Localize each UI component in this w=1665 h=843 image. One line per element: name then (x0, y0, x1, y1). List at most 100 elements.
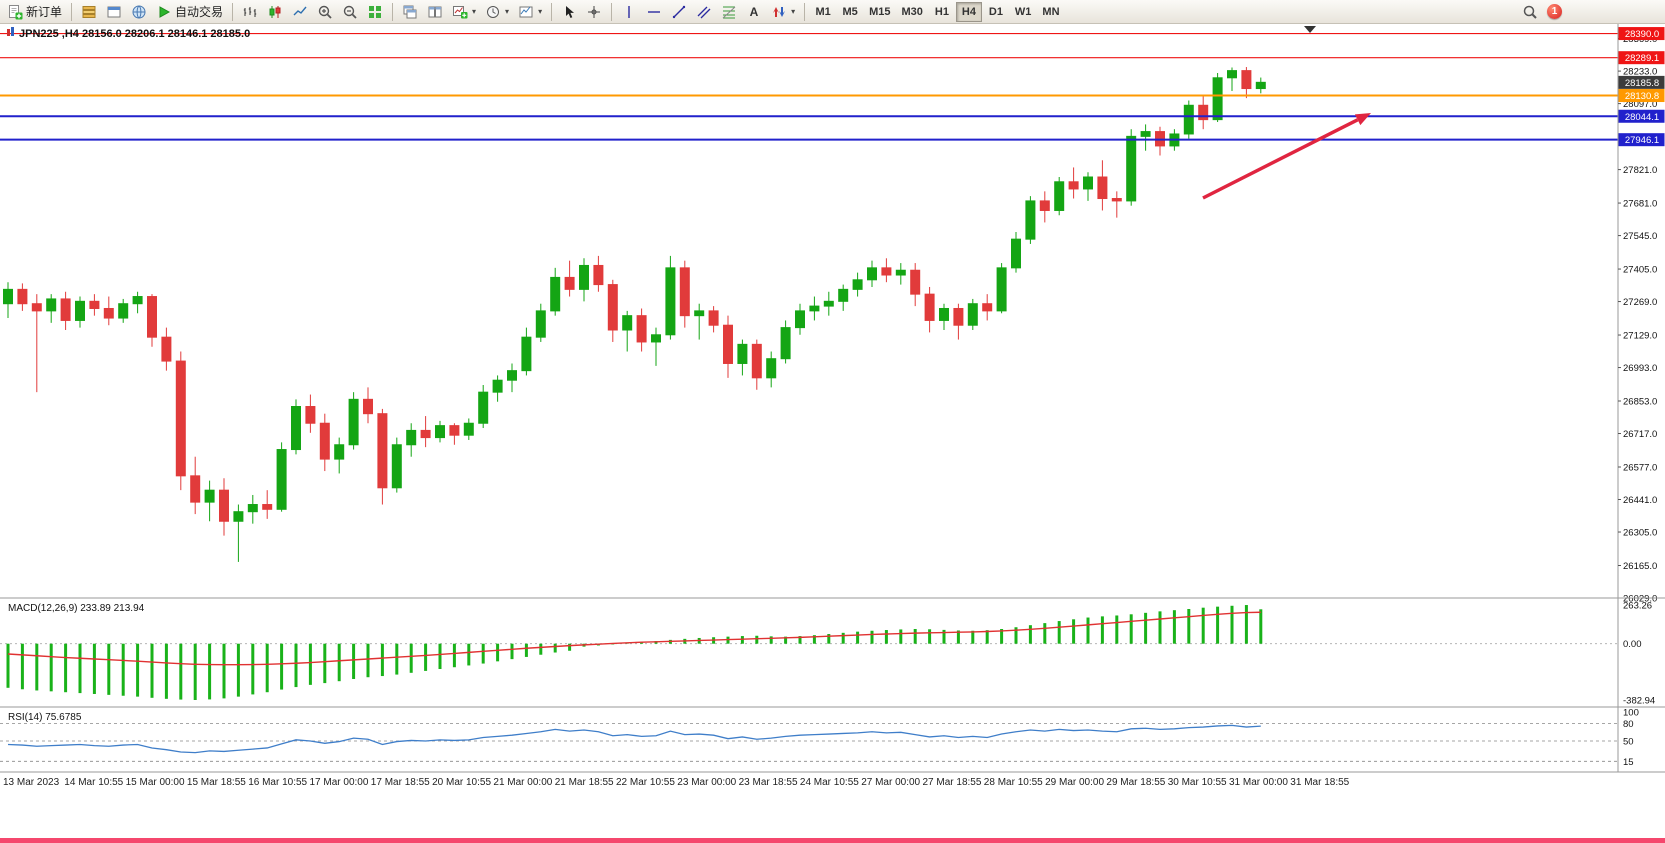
equidistant-channel-button[interactable] (692, 1, 716, 22)
zoom-in-icon (317, 4, 333, 20)
cascade-icon (402, 4, 418, 20)
auto-trading-label: 自动交易 (175, 5, 224, 19)
time-tick-label: 28 Mar 10:55 (984, 777, 1043, 788)
annotations-layer (1202, 26, 1371, 200)
time-tick-label: 29 Mar 18:55 (1106, 777, 1165, 788)
new-order-label: 新订单 (26, 5, 63, 19)
time-tick-label: 31 Mar 18:55 (1290, 777, 1349, 788)
price-badge-value: 28289.1 (1625, 53, 1659, 64)
chevron-down-icon[interactable]: ▾ (505, 7, 510, 16)
globe-icon (131, 4, 147, 20)
time-tick-label: 15 Mar 18:55 (187, 777, 246, 788)
time-axis[interactable]: 13 Mar 2023 14 Mar 10:55 15 Mar 00:00 15 Ma… (3, 777, 1350, 788)
price-badge-value: 28185.8 (1625, 78, 1659, 89)
time-tick-label: 16 Mar 10:55 (248, 777, 307, 788)
chevron-down-icon[interactable]: ▾ (472, 7, 477, 16)
time-tick-label: 23 Mar 00:00 (677, 777, 736, 788)
grid-green-icon (367, 4, 383, 20)
navigator-button[interactable] (127, 1, 151, 22)
rsi-axis-label: 15 (1623, 757, 1634, 768)
time-tick-label: 24 Mar 10:55 (800, 777, 859, 788)
time-tick-label: 21 Mar 18:55 (555, 777, 614, 788)
time-tick-label: 17 Mar 00:00 (310, 777, 369, 788)
chart-area[interactable]: JPN225 ,H4 28156.0 28206.1 28146.1 28185… (0, 24, 1665, 838)
price-tick-label: 27129.0 (1623, 331, 1657, 342)
timeframe-h1[interactable]: H1 (929, 2, 955, 22)
macd-panel: MACD(12,26,9) 233.89 213.94 263.26 0.00 -38… (0, 601, 1655, 707)
price-tick-label: 26993.0 (1623, 363, 1657, 374)
price-tick-label: 26165.0 (1623, 561, 1657, 572)
price-tick-label: 26717.0 (1623, 429, 1657, 440)
window-bottom-edge (0, 838, 1665, 843)
toolbar-separator (551, 2, 553, 21)
timeframe-m1[interactable]: M1 (810, 2, 836, 22)
price-badge: 28390.0 (1618, 27, 1665, 41)
time-tick-label: 15 Mar 00:00 (126, 777, 185, 788)
timeframe-d1[interactable]: D1 (983, 2, 1009, 22)
symbol-ohlc-title: JPN225 ,H4 28156.0 28206.1 28146.1 28185… (19, 28, 250, 40)
doc-new-icon (7, 4, 23, 20)
price-tick-label: 27681.0 (1623, 199, 1657, 210)
stack-gold-icon (81, 4, 97, 20)
price-tick-label: 28097.0 (1623, 99, 1657, 110)
macd-label: MACD(12,26,9) 233.89 213.94 (8, 603, 145, 614)
price-tick-label: 27269.0 (1623, 297, 1657, 308)
rsi-axis-label: 80 (1623, 719, 1634, 730)
chevron-down-icon[interactable]: ▾ (791, 7, 796, 16)
price-axis[interactable]: 28369.028233.028097.027821.027681.027545… (1617, 24, 1665, 772)
time-tick-label: 27 Mar 00:00 (861, 777, 920, 788)
time-tick-label: 29 Mar 00:00 (1045, 777, 1104, 788)
time-tick-label: 23 Mar 18:55 (739, 777, 798, 788)
arrows-tool-button[interactable]: ▾ (767, 1, 799, 22)
timeframe-m5[interactable]: M5 (837, 2, 863, 22)
timeframe-w1[interactable]: W1 (1010, 2, 1037, 22)
market-watch-button[interactable] (77, 1, 101, 22)
timeframe-m30[interactable]: M30 (897, 2, 928, 22)
timeframe-h4[interactable]: H4 (955, 1, 982, 22)
new-order-button[interactable]: 新订单 (3, 1, 66, 22)
horizontal-lines-layer (0, 32, 1618, 141)
price-badge-value: 28130.8 (1625, 91, 1659, 102)
macd-axis-label: -382.94 (1623, 696, 1655, 707)
crosshair-button[interactable] (582, 1, 606, 22)
price-tick-label: 27405.0 (1623, 265, 1657, 276)
search-button[interactable] (1521, 1, 1539, 22)
candle-icon (267, 4, 283, 20)
templates-button[interactable]: ▾ (514, 1, 546, 22)
notification-badge[interactable]: 1 (1547, 4, 1562, 19)
main-toolbar: 新订单 自动交易 ▾ ▾ ▾ A ▾ M1 M5 M15 M30 H1 H4 D1 W1 MN 1 (0, 0, 1665, 24)
line-chart-button[interactable] (288, 1, 312, 22)
window-blue-icon (106, 4, 122, 20)
cascade-windows-button[interactable] (398, 1, 422, 22)
time-tick-label: 14 Mar 10:55 (64, 777, 123, 788)
vertical-line-button[interactable] (617, 1, 641, 22)
horizontal-line-button[interactable] (642, 1, 666, 22)
text-tool-button[interactable]: A (742, 1, 766, 22)
zoom-out-button[interactable] (338, 1, 362, 22)
bar-chart-button[interactable] (238, 1, 262, 22)
trend-arrow-annotation[interactable] (1202, 113, 1371, 200)
tile-windows-button[interactable] (363, 1, 387, 22)
fibonacci-button[interactable] (717, 1, 741, 22)
timeframe-m15[interactable]: M15 (864, 2, 895, 22)
data-window-button[interactable] (102, 1, 126, 22)
zoom-in-button[interactable] (313, 1, 337, 22)
indicators-button[interactable]: ▾ (448, 1, 480, 22)
fibo-icon (721, 4, 737, 20)
chevron-down-icon[interactable]: ▾ (538, 7, 543, 16)
price-badge-value: 28044.1 (1625, 112, 1659, 123)
cursor-button[interactable] (557, 1, 581, 22)
arrange-windows-button[interactable] (423, 1, 447, 22)
macd-axis-label: 0.00 (1623, 639, 1642, 650)
chart-shift-marker-icon[interactable] (1304, 26, 1316, 33)
auto-trading-button[interactable]: 自动交易 (152, 1, 227, 22)
trendline-button[interactable] (667, 1, 691, 22)
candlestick-chart-button[interactable] (263, 1, 287, 22)
periods-button[interactable]: ▾ (481, 1, 513, 22)
price-badge-value: 27946.1 (1625, 135, 1659, 146)
price-tick-label: 27821.0 (1623, 165, 1657, 176)
price-tick-label: 26029.0 (1623, 594, 1657, 605)
timeframe-mn[interactable]: MN (1037, 2, 1064, 22)
